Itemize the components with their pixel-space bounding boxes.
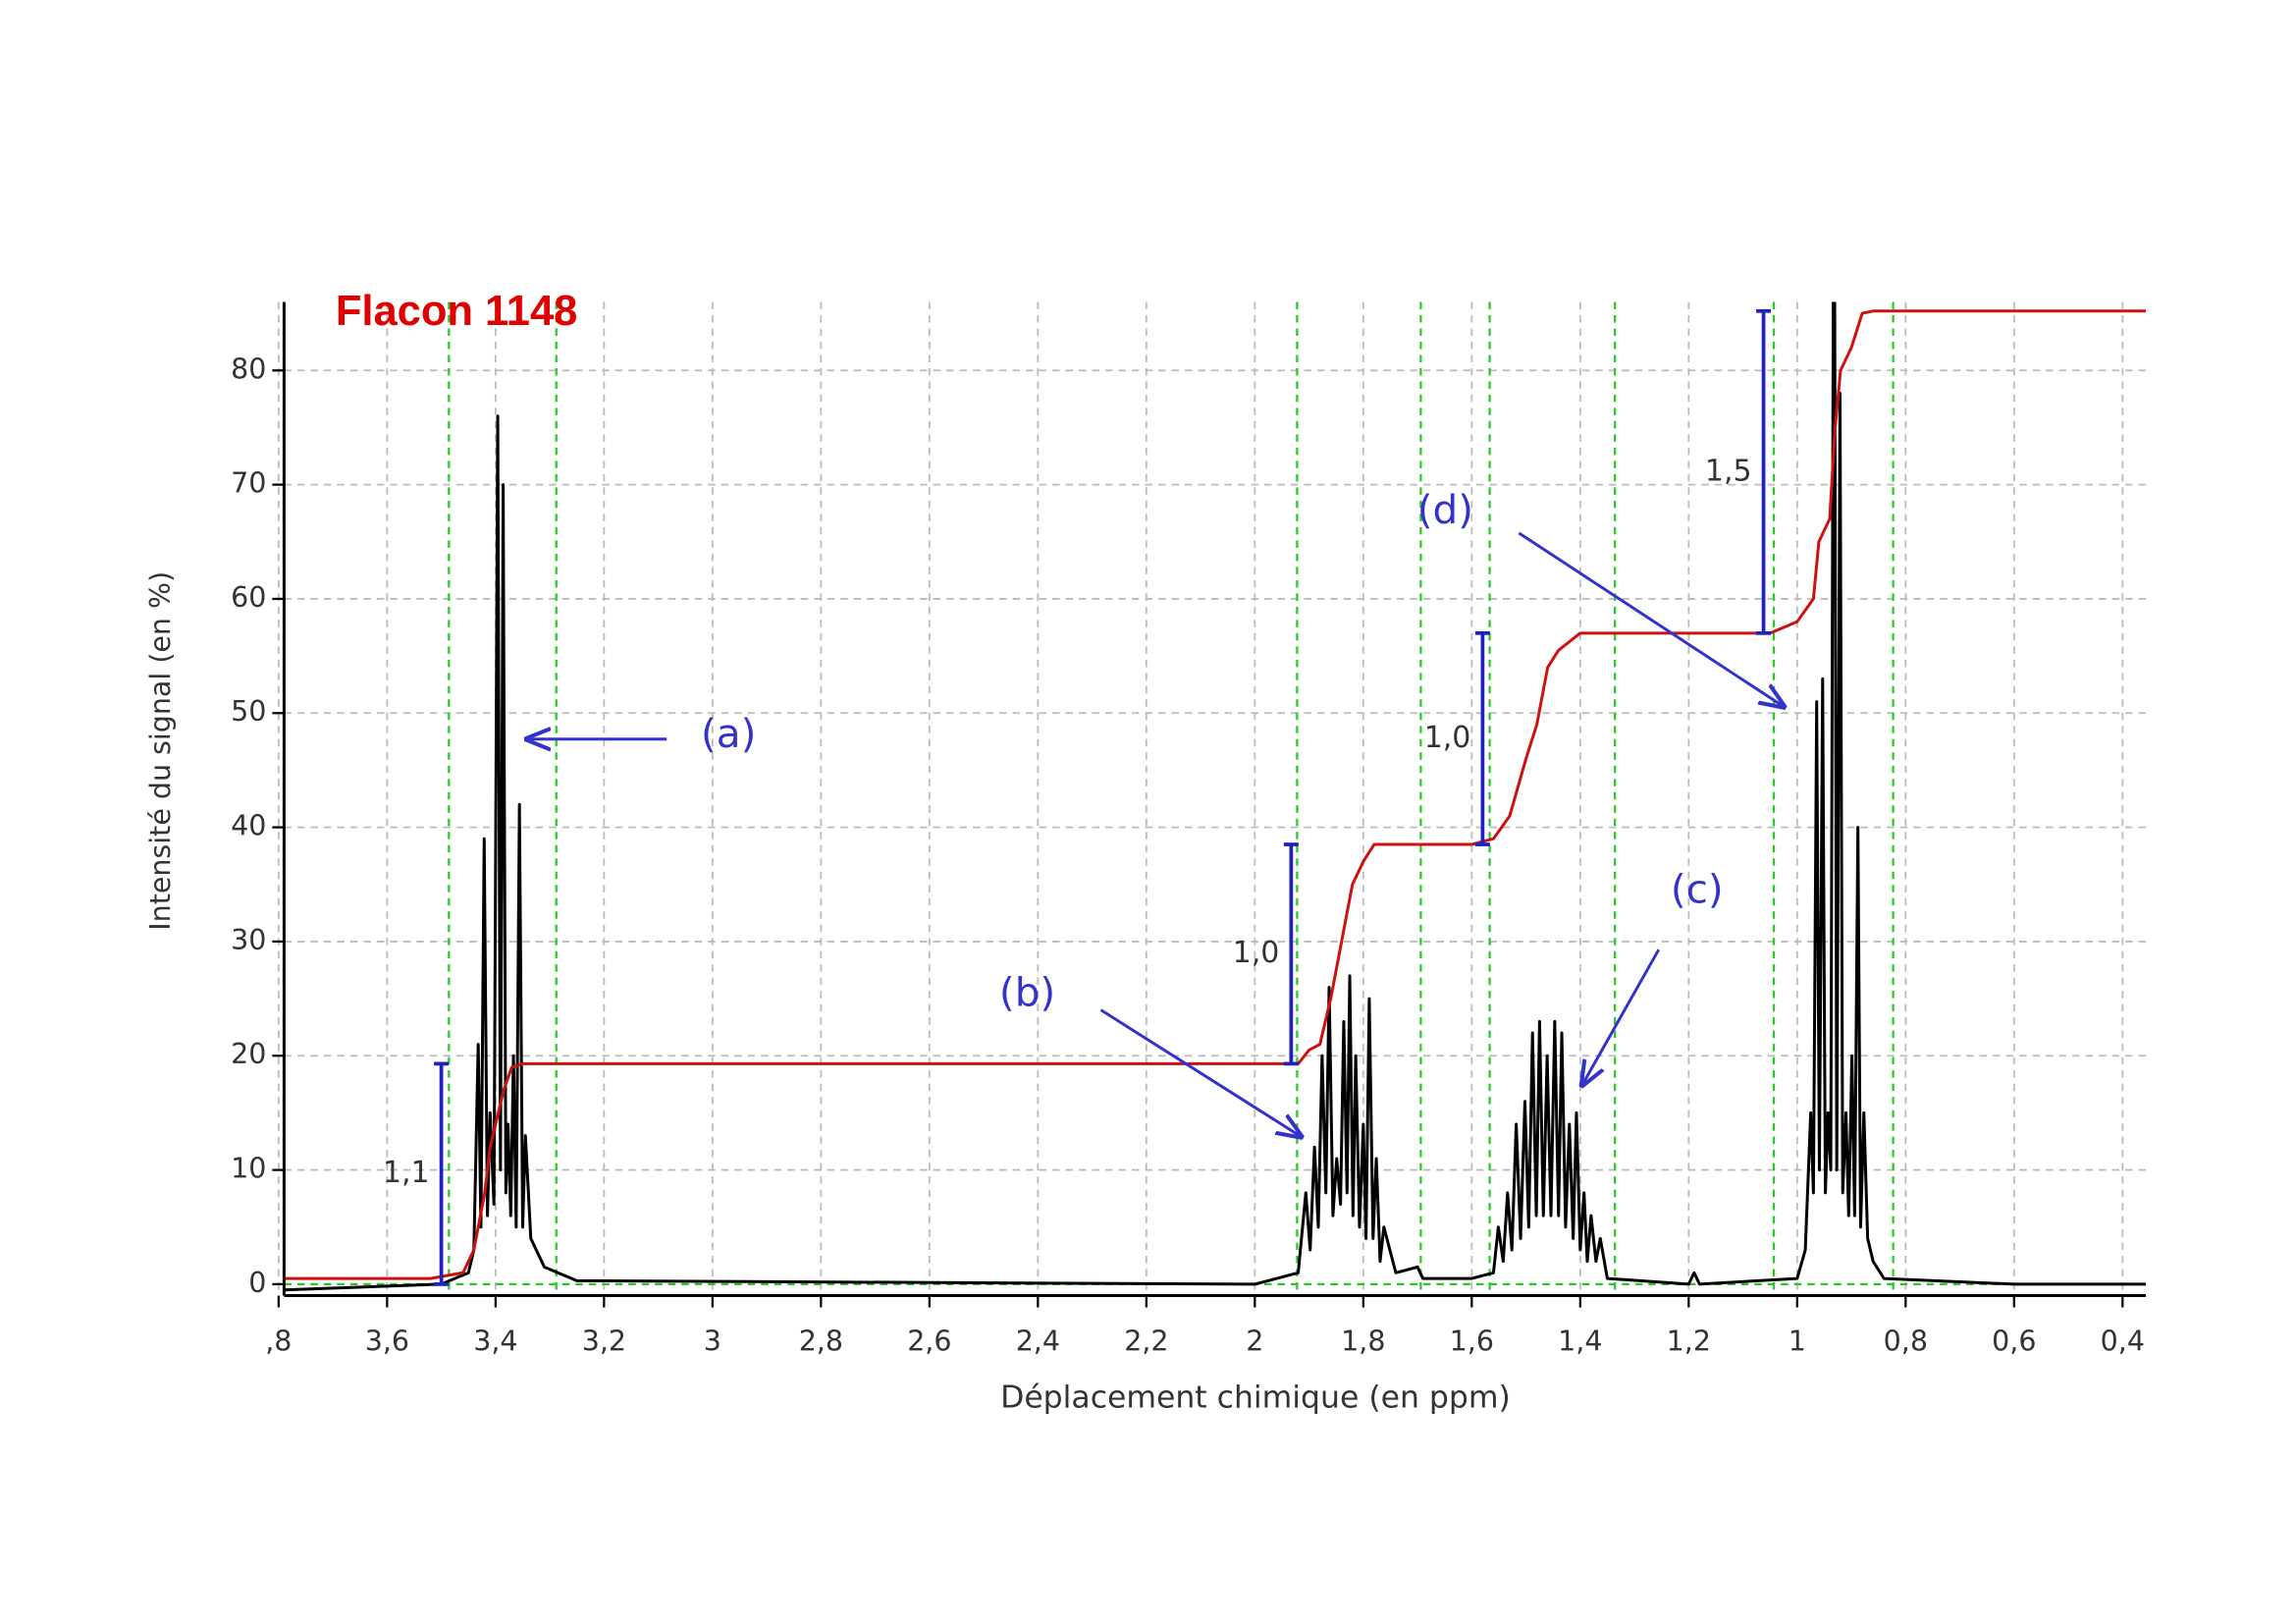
x-tick-label: 2,8 [799,1326,843,1358]
series-line [284,309,2147,1280]
chart-title: Flacon 1148 [336,288,577,335]
y-axis-label: Intensité du signal (en %) [144,571,177,931]
x-tick-label: 0,4 [2101,1326,2145,1358]
y-tick-label: 0 [248,1267,266,1299]
annotation-arrow [1518,531,1784,707]
annotation-label: (a) [701,710,756,757]
x-tick-label: 0,6 [1992,1326,2036,1358]
y-tick-label: 50 [231,695,266,728]
y-tick-label: 20 [231,1038,266,1070]
series-line [284,301,2147,1292]
annotation-label: (b) [999,969,1055,1016]
x-tick-label: 3,4 [473,1326,517,1358]
y-tick-label: 40 [231,810,266,842]
integrals: 1,1 1,0 1,0 1,5 [383,308,1772,1286]
x-tick-label: 1,4 [1558,1326,1602,1358]
annotation-label: (d) [1417,486,1473,533]
annotation-arrow [1582,948,1661,1085]
x-tick-label: 3,2 [582,1326,626,1358]
series [284,301,2147,1292]
x-tick-label: 1,6 [1450,1326,1494,1358]
x-tick-label: 2,2 [1124,1326,1168,1358]
y-tick-label: 80 [231,352,266,385]
x-tick-label: ,8 [265,1326,292,1358]
x-tick-label: 3 [704,1326,721,1358]
x-tick-label: 2 [1246,1326,1263,1358]
x-tick-label: 1 [1789,1326,1806,1358]
x-tick-label: 1,8 [1341,1326,1385,1358]
integral-label: 1,5 [1705,454,1752,488]
x-tick-label: 2,4 [1016,1326,1060,1358]
x-tick-label: 3,6 [365,1326,409,1358]
x-tick-label: 0,8 [1884,1326,1928,1358]
annotation-arrow [1099,1008,1302,1137]
x-tick-label: 2,6 [907,1326,951,1358]
axes: 0 10 20 30 40 50 60 70 80 ,8 3,6 3,4 3,2 3 2,8 2,6 2,4 2,… [231,301,2147,1358]
integral-label: 1,0 [1424,721,1471,755]
x-axis-label: Déplacement chimique (en ppm) [1000,1380,1511,1415]
y-tick-label: 30 [231,924,266,956]
y-tick-label: 10 [231,1153,266,1185]
x-tick-label: 1,2 [1667,1326,1711,1358]
annotation-label: (c) [1671,866,1724,913]
annotations: (a) (b) (c) (d) [527,486,1784,1137]
integral-label: 1,0 [1233,936,1280,970]
y-tick-label: 70 [231,467,266,500]
integral-label: 1,1 [383,1156,430,1190]
y-tick-label: 60 [231,581,266,614]
